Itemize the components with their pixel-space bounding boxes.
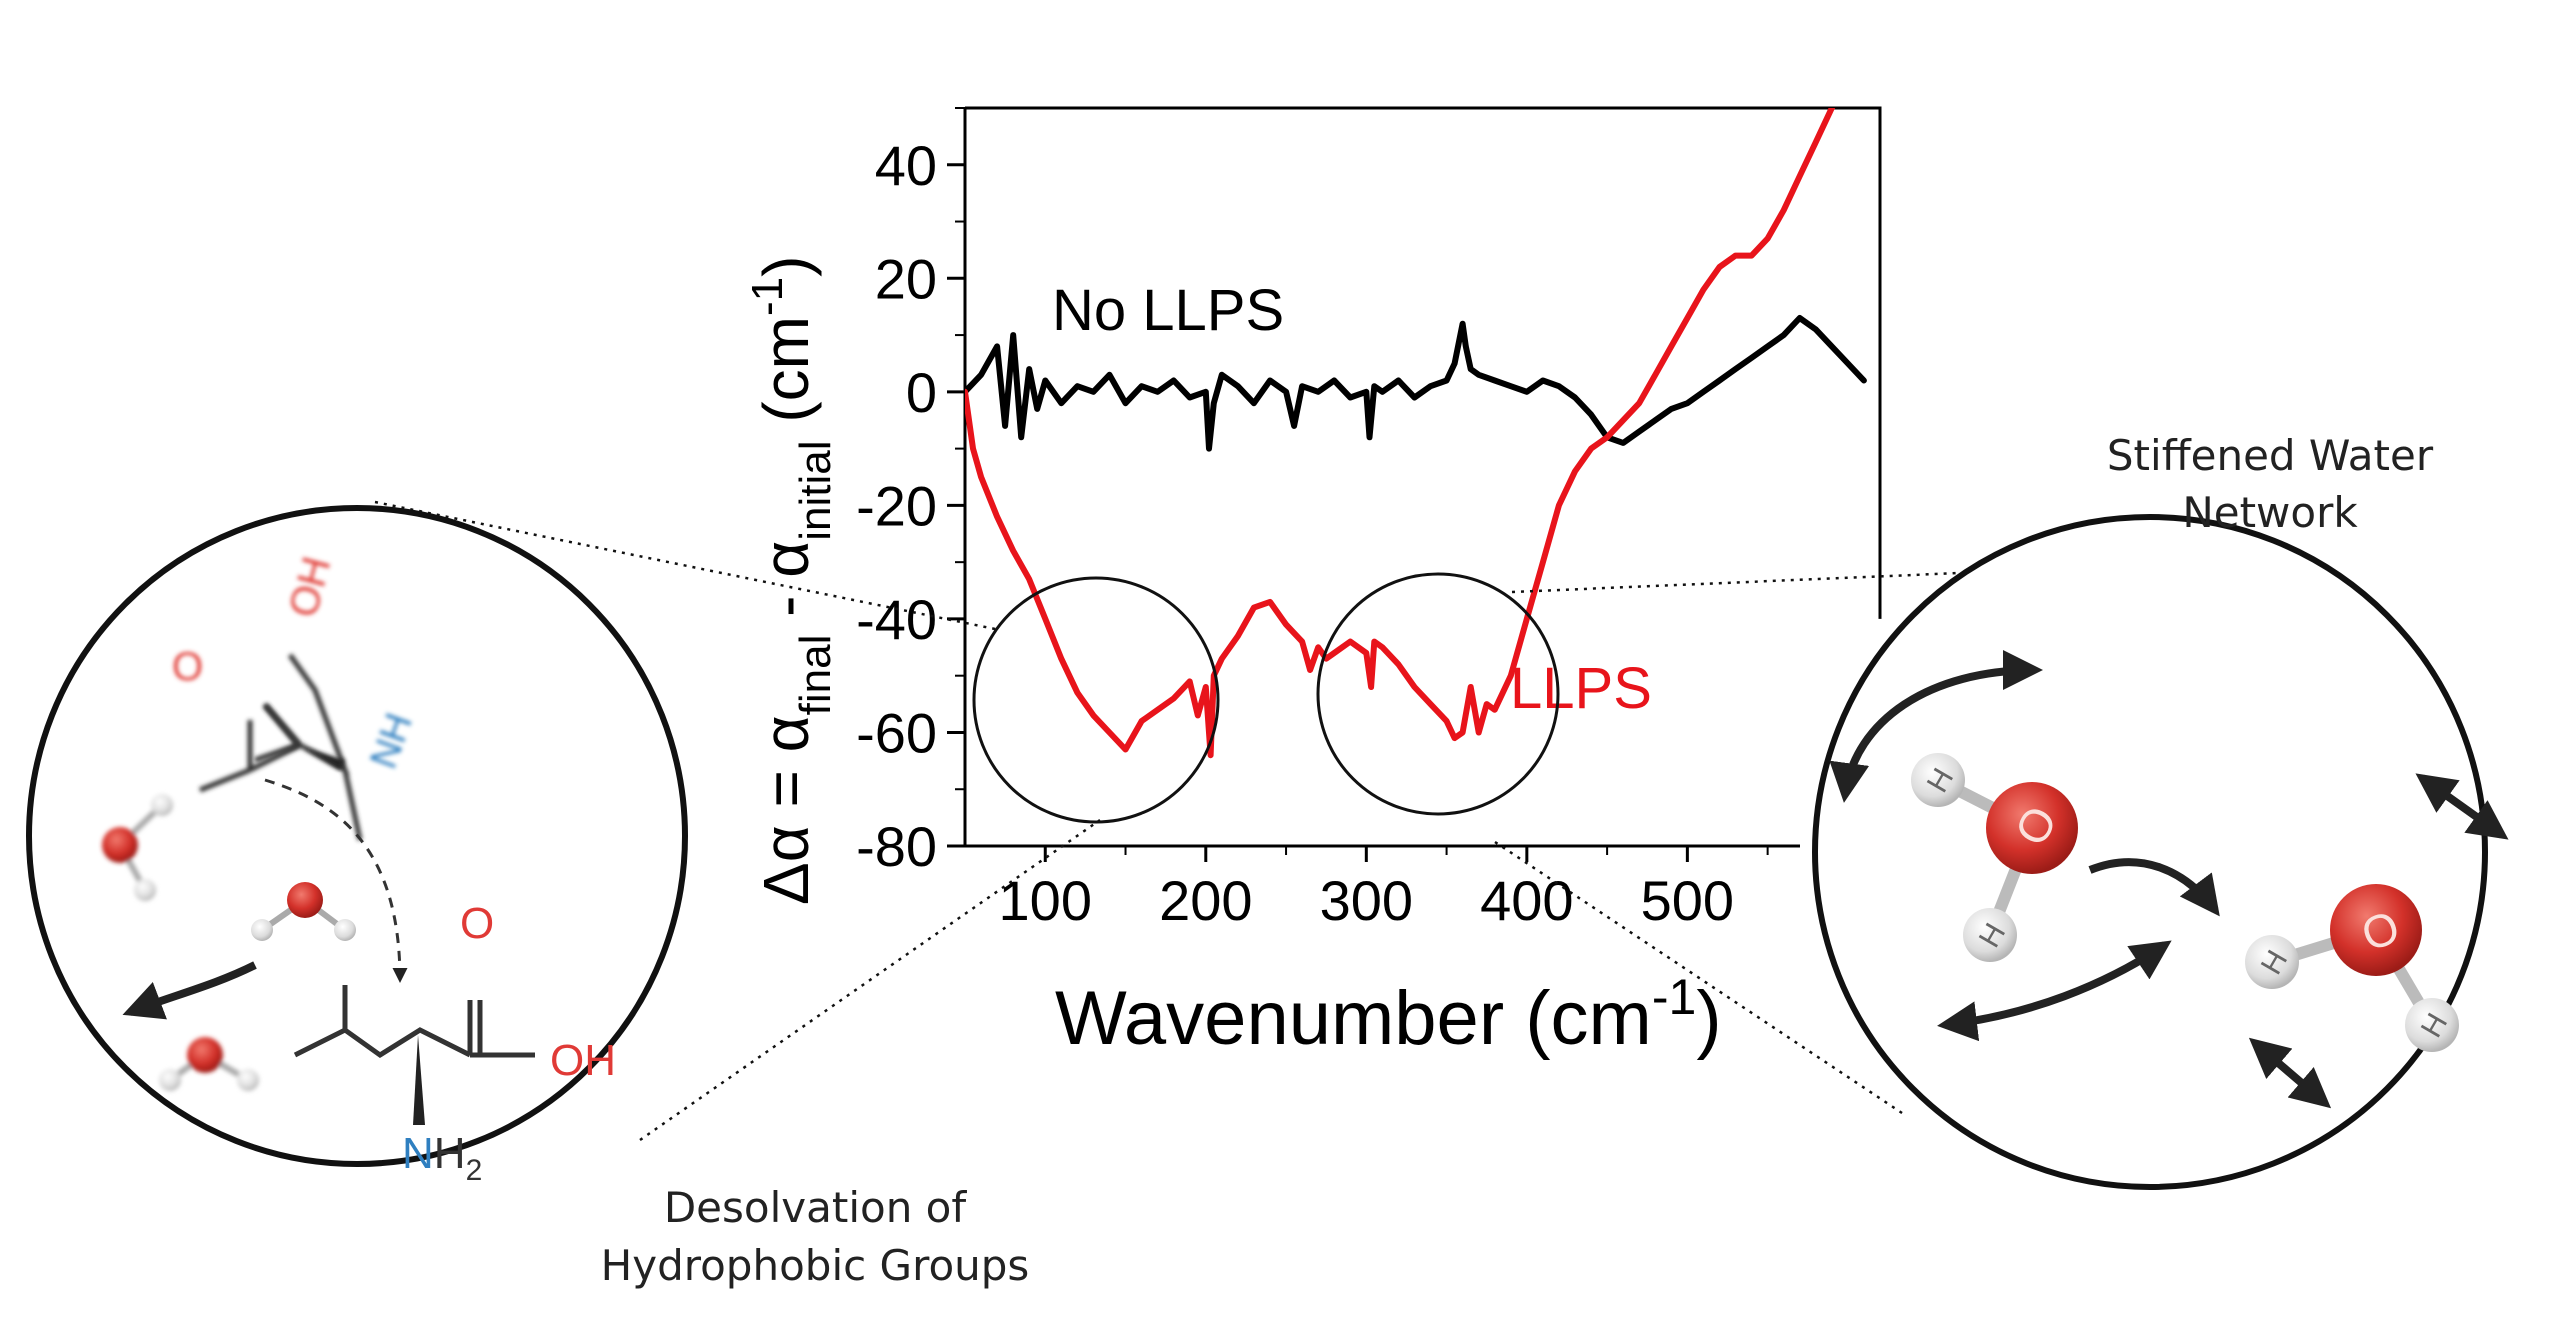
series-line-no-llps — [965, 315, 1867, 452]
right-inset: O H H O H H — [1812, 514, 2509, 1190]
caption-right-line1: Stiffened Water — [2107, 431, 2434, 480]
x-tick-label: 400 — [1480, 869, 1573, 932]
x-tick-label: 200 — [1159, 869, 1252, 932]
chart-axes — [963, 106, 1882, 848]
valine-molecule — [293, 985, 535, 1059]
series-line-llps — [965, 108, 1836, 759]
upper-o: O — [172, 645, 203, 689]
water-exit-arrow — [122, 961, 257, 1020]
y-tick-label: -20 — [856, 474, 937, 537]
y-tick-label: 0 — [906, 361, 937, 424]
highlight-circle-right — [1316, 572, 1560, 816]
y-tick-label: 40 — [875, 134, 937, 197]
left-inset: OH O NH O OH NH2 — [26, 505, 688, 1187]
x-tick-label: 100 — [999, 869, 1092, 932]
y-tick-label: 20 — [875, 247, 937, 310]
connector-lines — [374, 500, 2031, 1142]
caption-left-line1: Desolvation of — [664, 1183, 968, 1232]
y-tick-label: -80 — [856, 815, 937, 878]
migration-arrow — [264, 778, 408, 983]
lower-nh2: NH2 — [402, 1129, 482, 1187]
y-tick-label: -40 — [856, 588, 937, 651]
motion-arrows — [1829, 650, 2509, 1109]
plot-frame — [963, 106, 1882, 848]
y-tick-label: -60 — [856, 701, 937, 764]
lower-oh: OH — [550, 1036, 616, 1085]
x-tick-label: 300 — [1320, 869, 1413, 932]
left-waters — [102, 794, 356, 1091]
x-tick-label: 500 — [1641, 869, 1734, 932]
x-axis-label: Wavenumber (cm-1) — [1055, 969, 1722, 1061]
y-axis-label: Δα = αfinal - αinitial (cm-1) — [743, 256, 840, 905]
right-inset-circle — [1812, 514, 2488, 1190]
highlight-circle-left — [972, 576, 1220, 824]
lower-o: O — [460, 899, 494, 948]
caption-right-line2: Network — [2182, 488, 2358, 537]
chart-lines — [965, 108, 1867, 759]
caption-left-line2: Hydrophobic Groups — [601, 1241, 1030, 1290]
series-label-llps: LLPS — [1510, 656, 1652, 721]
water-molecule-2: O H H — [2245, 884, 2459, 1052]
series-label-no-llps: No LLPS — [1052, 278, 1284, 343]
